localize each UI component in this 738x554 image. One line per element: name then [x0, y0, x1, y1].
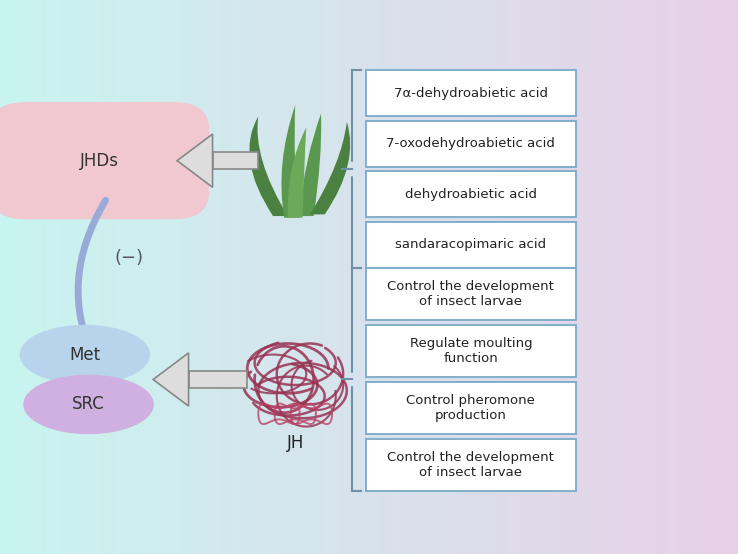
PathPatch shape [310, 122, 351, 214]
Bar [366, 268, 576, 320]
PathPatch shape [299, 114, 321, 216]
Bar [366, 439, 576, 491]
Ellipse shape [21, 325, 149, 383]
PathPatch shape [288, 127, 306, 218]
Bar [366, 121, 576, 167]
Text: JH: JH [286, 434, 304, 452]
Polygon shape [154, 353, 189, 406]
PathPatch shape [249, 116, 288, 216]
Text: 7-oxodehydroabietic acid: 7-oxodehydroabietic acid [387, 137, 555, 150]
Bar [213, 152, 258, 169]
Polygon shape [177, 134, 213, 187]
Text: SRC: SRC [72, 396, 105, 413]
Text: Control the development
of insect larvae: Control the development of insect larvae [387, 280, 554, 308]
Text: JHDs: JHDs [80, 152, 119, 170]
Text: dehydroabietic acid: dehydroabietic acid [405, 188, 537, 201]
Bar [366, 171, 576, 217]
Bar [366, 382, 576, 434]
Ellipse shape [24, 376, 154, 433]
Bar [366, 222, 576, 268]
Bar [189, 371, 247, 388]
FancyArrowPatch shape [78, 201, 106, 360]
Bar [366, 70, 576, 116]
Text: Regulate moulting
function: Regulate moulting function [410, 337, 532, 365]
Text: Control the development
of insect larvae: Control the development of insect larvae [387, 451, 554, 479]
FancyBboxPatch shape [0, 102, 209, 219]
Text: 7α-dehydroabietic acid: 7α-dehydroabietic acid [394, 87, 548, 100]
Text: sandaracopimaric acid: sandaracopimaric acid [396, 238, 546, 251]
Text: Met: Met [69, 346, 100, 363]
Text: Control pheromone
production: Control pheromone production [407, 394, 535, 422]
Text: (−): (−) [114, 249, 144, 266]
Bar [366, 325, 576, 377]
PathPatch shape [281, 105, 299, 218]
